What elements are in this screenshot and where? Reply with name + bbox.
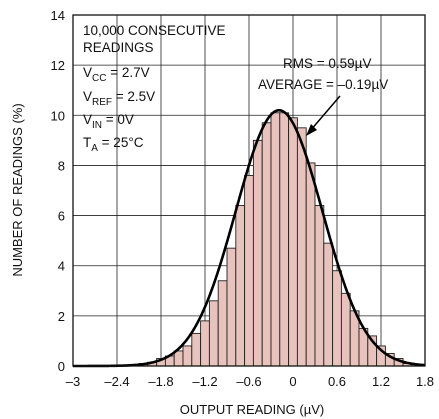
histogram-bar-22 [332, 270, 342, 367]
histogram-bar-18 [296, 127, 307, 367]
annotation-average: AVERAGE = –0.19µV [258, 77, 388, 92]
histogram-bar-5 [182, 345, 193, 367]
histogram-bars [138, 112, 413, 367]
x-tick-label-3: –1.2 [192, 374, 217, 389]
histogram-bar-7 [200, 320, 210, 367]
y-tick-label-2: 4 [58, 259, 65, 274]
x-tick-label-2: –1.8 [148, 374, 173, 389]
x-tick-label-7: 1.2 [372, 374, 390, 389]
annotation-vref: VREF = 2.5V [83, 89, 155, 108]
histogram-bar-14 [261, 122, 272, 367]
annotation-ta: TA = 25°C [83, 135, 144, 154]
histogram-bar-21 [323, 242, 334, 367]
x-tick-label-6: 0.6 [328, 374, 346, 389]
plot-frame [72, 14, 426, 367]
y-tick-label-4: 8 [58, 158, 65, 173]
annotations: 10,000 CONSECUTIVE READINGS VCC = 2.7V V… [83, 23, 388, 154]
histogram-bar-6 [191, 332, 202, 367]
x-axis-title: OUTPUT READING (µV) [180, 402, 324, 417]
y-tick-label-0: 0 [58, 359, 65, 374]
gaussian-fit-curve [73, 108, 426, 368]
annotation-arrow-line [309, 95, 341, 132]
x-tick-label-8: 1.8 [416, 374, 434, 389]
histogram-bar-12 [244, 175, 254, 367]
histogram-bar-19 [305, 162, 316, 367]
histogram-bar-13 [252, 139, 263, 367]
x-tick-label-4: –0.6 [236, 374, 261, 389]
histogram-bar-8 [208, 300, 219, 367]
histogram-bar-23 [340, 292, 351, 367]
y-axis-title: NUMBER OF READINGS (%) [10, 103, 25, 276]
annotation-arrow-head [306, 124, 317, 136]
x-tick-label-1: –2.4 [104, 374, 129, 389]
histogram-bar-9 [217, 280, 228, 367]
annotation-rms: RMS = 0.59µV [283, 56, 371, 71]
y-tick-label-7: 14 [51, 8, 65, 23]
y-tick-label-5: 10 [51, 108, 65, 123]
y-tick-label-6: 12 [51, 58, 65, 73]
y-tick-label-3: 6 [58, 209, 65, 224]
x-tick-label-0: –3 [66, 374, 80, 389]
histogram-bar-20 [314, 205, 325, 367]
annotation-vcc: VCC = 2.7V [83, 65, 150, 84]
annotation-vin: VIN = 0V [83, 112, 134, 131]
histogram-bar-16 [279, 112, 290, 367]
histogram-bar-4 [173, 350, 184, 367]
histogram-bar-15 [270, 112, 281, 367]
x-tick-label-5: 0 [289, 374, 296, 389]
histogram-bar-17 [288, 117, 298, 367]
histogram-bar-10 [226, 247, 237, 367]
x-tick-labels: –3 –2.4 –1.8 –1.2 –0.6 0 0.6 1.2 1.8 [66, 374, 434, 389]
histogram-bar-11 [235, 205, 246, 367]
y-tick-label-1: 2 [58, 309, 65, 324]
y-tick-labels: 0 2 4 6 8 10 12 14 [51, 8, 65, 374]
annotation-readings: 10,000 CONSECUTIVE READINGS [83, 23, 229, 55]
